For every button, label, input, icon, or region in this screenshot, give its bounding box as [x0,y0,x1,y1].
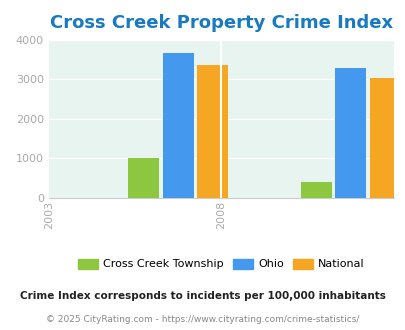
Legend: Cross Creek Township, Ohio, National: Cross Creek Township, Ohio, National [73,254,369,274]
Bar [300,182,331,198]
Bar [162,53,193,198]
Bar [128,158,159,198]
Text: © 2025 CityRating.com - https://www.cityrating.com/crime-statistics/: © 2025 CityRating.com - https://www.city… [46,315,359,324]
Bar [197,65,228,198]
Bar [335,68,365,198]
Bar [369,78,400,198]
Text: Crime Index corresponds to incidents per 100,000 inhabitants: Crime Index corresponds to incidents per… [20,291,385,301]
Title: Cross Creek Property Crime Index: Cross Creek Property Crime Index [49,15,392,32]
